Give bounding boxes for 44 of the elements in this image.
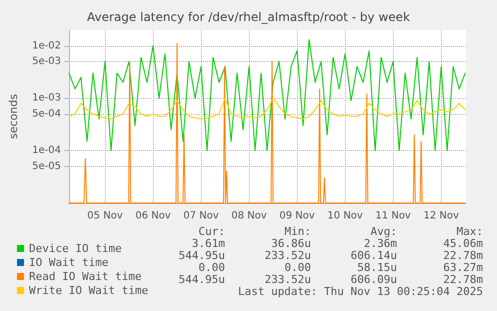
text: 544.95u	[178, 249, 225, 262]
text: 22.78m	[443, 249, 484, 262]
text: 233.52u	[264, 273, 311, 286]
text: 606.09u	[350, 273, 397, 286]
legend-label: IO Wait time	[29, 256, 108, 269]
text: 45.06m	[443, 237, 484, 250]
y-tick-label: 5e-05	[32, 160, 61, 172]
x-tick-label: 08 Nov	[231, 210, 267, 222]
text: 22.78m	[443, 273, 484, 286]
text: 63.27m	[443, 261, 484, 274]
line-series	[68, 39, 466, 152]
text: Avg:	[370, 225, 397, 238]
x-tick-label: 05 Nov	[87, 210, 123, 222]
x-tick-label: 07 Nov	[183, 210, 219, 222]
text: Cur:	[198, 225, 225, 238]
text: 36.86u	[271, 237, 311, 250]
text: 0.00	[284, 261, 311, 274]
chart-title: Average latency for /dev/rhel_almasftp/root - by week	[87, 10, 410, 24]
text: 606.14u	[350, 249, 397, 262]
y-tick-label: 5e-03	[32, 56, 61, 68]
line-series	[68, 43, 466, 204]
legend-label: Read IO Wait time	[29, 270, 142, 283]
text: 233.52u	[264, 249, 311, 262]
legend-label: Device IO time	[29, 242, 122, 255]
text: Max:	[456, 225, 483, 238]
text: Min:	[284, 225, 311, 238]
x-tick-label: 10 Nov	[327, 210, 363, 222]
x-tick-label: 09 Nov	[279, 210, 315, 222]
x-tick-label: 12 Nov	[423, 210, 459, 222]
y-tick-label: 1e-02	[32, 40, 61, 52]
text: Last update: Thu Nov 13 00:25:04 2025	[238, 285, 483, 298]
text: 2.36m	[364, 237, 398, 250]
text: 58.15u	[357, 261, 397, 274]
text: 3.61m	[192, 237, 226, 250]
text: 544.95u	[178, 273, 225, 286]
text: 0.00	[198, 261, 225, 274]
legend-label: Write IO Wait time	[29, 284, 148, 297]
x-tick-label: 11 Nov	[375, 210, 411, 222]
x-tick-label: 06 Nov	[135, 210, 171, 222]
line-series	[68, 98, 466, 120]
y-tick-label: 1e-03	[32, 92, 61, 104]
y-tick-label: 5e-04	[32, 108, 61, 120]
y-axis-title: seconds	[7, 94, 20, 139]
y-tick-label: 1e-04	[32, 145, 61, 156]
